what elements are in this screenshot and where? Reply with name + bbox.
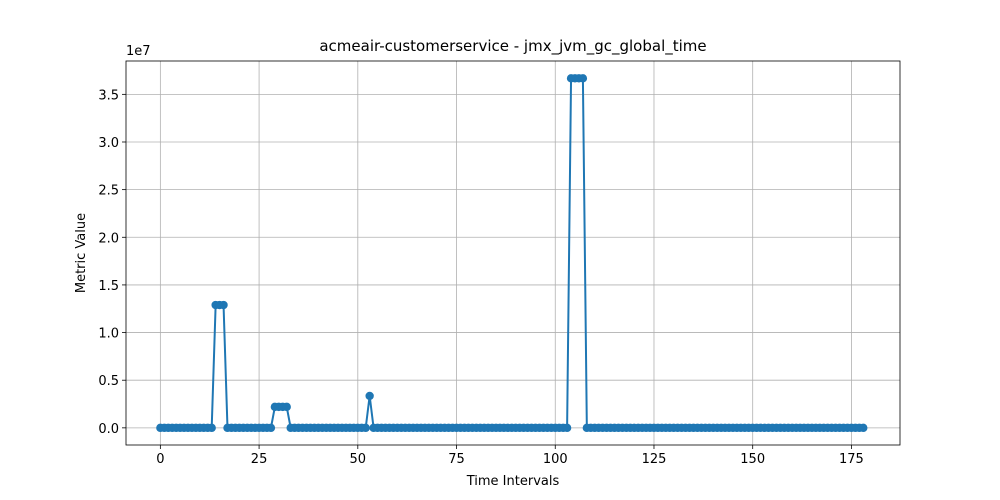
x-tick-label: 25	[251, 452, 268, 467]
y-tick-label: 2.0	[98, 231, 119, 246]
x-tick-label: 75	[448, 452, 465, 467]
y-tick-label: 3.0	[98, 136, 119, 151]
plot-frame	[125, 60, 901, 446]
y-tick-label: 0.5	[98, 374, 119, 389]
x-tick-label: 100	[543, 452, 568, 467]
y-axis-label: Metric Value	[74, 213, 89, 293]
marker	[859, 423, 868, 433]
y-tick-label: 2.5	[98, 184, 119, 199]
marker	[219, 300, 228, 310]
x-tick-label: 175	[839, 452, 864, 467]
y-tick-label: 3.5	[98, 88, 119, 103]
marker	[207, 423, 216, 433]
x-tick-label: 50	[350, 452, 367, 467]
y-tick-label: 0.0	[98, 422, 119, 437]
y-offset-text: 1e7	[126, 44, 151, 59]
marker	[361, 423, 370, 433]
y-tick-label: 1.5	[98, 279, 119, 294]
marker	[282, 402, 291, 412]
y-tick-label: 1.0	[98, 327, 119, 342]
marker	[578, 74, 588, 83]
marker	[266, 423, 276, 433]
x-tick-label: 150	[740, 452, 765, 467]
x-tick-label: 125	[642, 452, 667, 467]
x-tick-label: 0	[156, 452, 164, 467]
marker	[562, 423, 572, 433]
chart-title: acmeair-customerservice - jmx_jvm_gc_glo…	[319, 37, 706, 56]
x-axis-label: Time Intervals	[466, 474, 560, 489]
marker	[365, 391, 374, 401]
